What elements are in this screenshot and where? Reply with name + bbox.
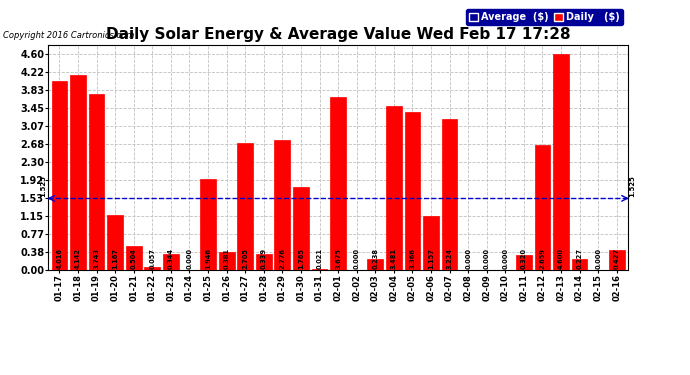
Text: 0.000: 0.000 <box>595 248 601 269</box>
Text: 3.366: 3.366 <box>409 248 415 269</box>
Text: 0.000: 0.000 <box>484 248 490 269</box>
Bar <box>163 254 179 270</box>
Text: 0.339: 0.339 <box>261 248 267 269</box>
Text: 2.659: 2.659 <box>540 248 546 269</box>
Text: 1.946: 1.946 <box>205 248 211 269</box>
Text: 0.000: 0.000 <box>186 248 193 269</box>
Legend: Average  ($), Daily   ($): Average ($), Daily ($) <box>466 9 623 25</box>
Bar <box>293 187 309 270</box>
Text: 0.238: 0.238 <box>372 248 378 269</box>
Text: Copyright 2016 Cartronics.com: Copyright 2016 Cartronics.com <box>3 30 135 39</box>
Text: 0.381: 0.381 <box>224 248 230 269</box>
Bar <box>442 118 457 270</box>
Title: Daily Solar Energy & Average Value Wed Feb 17 17:28: Daily Solar Energy & Average Value Wed F… <box>106 27 571 42</box>
Bar <box>52 81 68 270</box>
Text: 3.481: 3.481 <box>391 248 397 269</box>
Text: 4.600: 4.600 <box>558 248 564 269</box>
Bar <box>572 260 587 270</box>
Text: 1.525: 1.525 <box>41 176 47 197</box>
Bar <box>609 250 624 270</box>
Text: 0.427: 0.427 <box>613 248 620 269</box>
Bar <box>312 269 328 270</box>
Text: 1.525: 1.525 <box>629 176 635 197</box>
Text: 4.142: 4.142 <box>75 248 81 269</box>
Bar <box>516 255 532 270</box>
Bar <box>331 98 346 270</box>
Text: 1.765: 1.765 <box>298 248 304 269</box>
Text: 1.157: 1.157 <box>428 248 434 269</box>
Text: 0.000: 0.000 <box>465 248 471 269</box>
Bar <box>386 106 402 270</box>
Text: 4.016: 4.016 <box>57 248 63 269</box>
Text: 3.743: 3.743 <box>94 248 99 269</box>
Text: 0.000: 0.000 <box>502 248 509 269</box>
Text: 0.504: 0.504 <box>130 248 137 269</box>
Bar <box>237 143 253 270</box>
Text: 3.224: 3.224 <box>446 248 453 269</box>
Bar <box>256 254 272 270</box>
Text: 3.675: 3.675 <box>335 248 341 269</box>
Text: 2.705: 2.705 <box>242 248 248 269</box>
Bar <box>367 259 383 270</box>
Text: 0.344: 0.344 <box>168 248 174 269</box>
Bar <box>126 246 141 270</box>
Text: 0.057: 0.057 <box>149 248 155 269</box>
Bar <box>275 140 290 270</box>
Bar <box>107 215 123 270</box>
Bar <box>219 252 235 270</box>
Bar <box>70 75 86 270</box>
Text: 1.167: 1.167 <box>112 248 118 269</box>
Bar <box>423 216 439 270</box>
Text: 0.320: 0.320 <box>521 248 527 269</box>
Bar <box>89 94 104 270</box>
Text: 0.227: 0.227 <box>577 248 582 269</box>
Bar <box>144 267 160 270</box>
Text: 0.021: 0.021 <box>317 248 322 269</box>
Text: 2.776: 2.776 <box>279 248 286 269</box>
Bar <box>553 54 569 270</box>
Bar <box>404 112 420 270</box>
Bar <box>535 145 551 270</box>
Bar <box>200 178 216 270</box>
Text: 0.000: 0.000 <box>354 248 359 269</box>
